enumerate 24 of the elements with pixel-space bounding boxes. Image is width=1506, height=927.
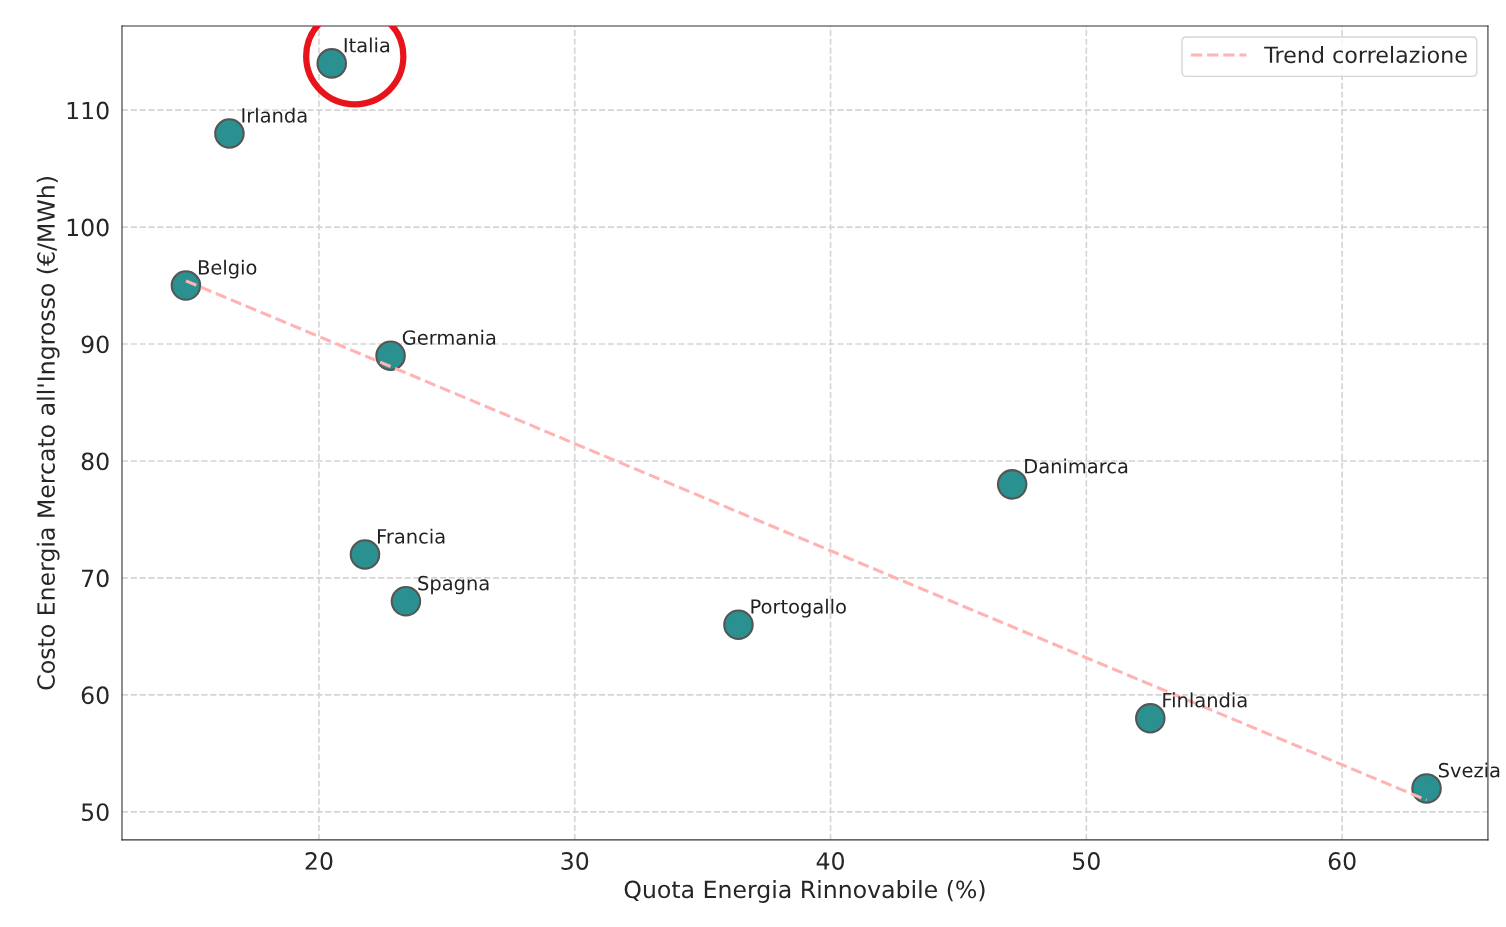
annotation: Irlanda [242,107,307,123]
y-axis-title: Costo Energia Mercato all'Ingrosso (€/MWh) [36,177,60,690]
y-tick-label: 60 [81,686,109,705]
y-tick-label: 90 [81,335,109,354]
x-tick-label: 30 [561,852,589,870]
annotation: Danimarca [1025,458,1128,474]
x-tick-label: 60 [1328,852,1356,870]
legend-label: Trend correlazione [1264,45,1467,64]
y-tick-label: 110 [67,101,109,120]
x-tick-label: 50 [1073,852,1100,870]
y-tick-label: 100 [67,218,109,237]
annotation: Francia [378,528,445,544]
annotation: Portogallo [751,598,846,618]
annotation: Germania [402,329,496,345]
x-tick-label: 40 [816,852,844,870]
y-tick-label: 70 [82,569,109,588]
y-tick-label: 80 [81,452,109,471]
annotation: Belgio [198,259,257,279]
y-tick-label: 50 [81,803,109,822]
annotation: Finlandia [1163,692,1247,708]
annotation: Spagna [418,575,489,595]
annotation: Italia [344,37,390,53]
x-axis-title: Quota Energia Rinnovabile (%) [624,880,985,903]
x-tick-label: 20 [305,852,333,870]
